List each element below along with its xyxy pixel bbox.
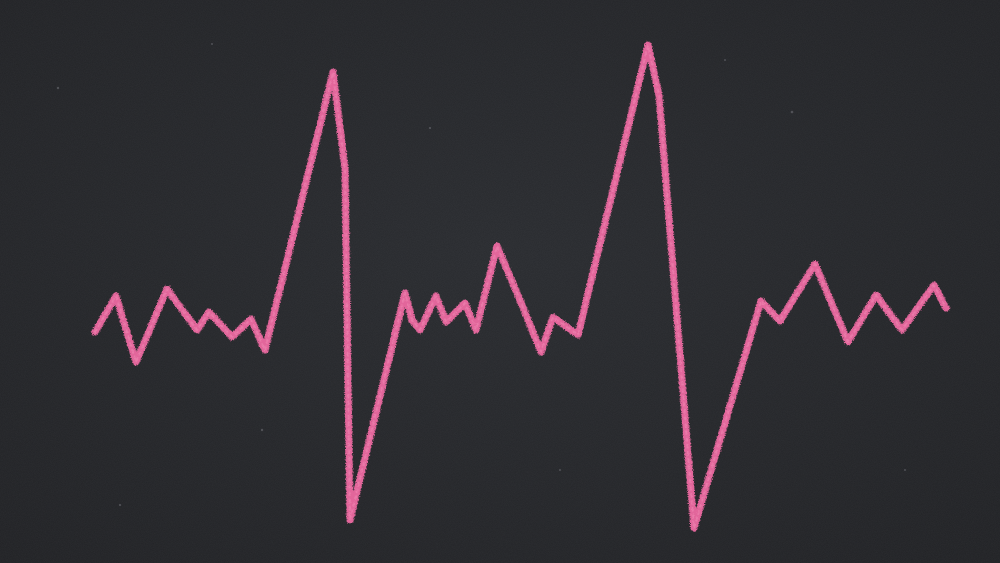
chalk-highlight	[94, 44, 947, 529]
chalk-heartbeat-line	[91, 41, 950, 532]
chalk-dust-specks	[56, 43, 906, 507]
